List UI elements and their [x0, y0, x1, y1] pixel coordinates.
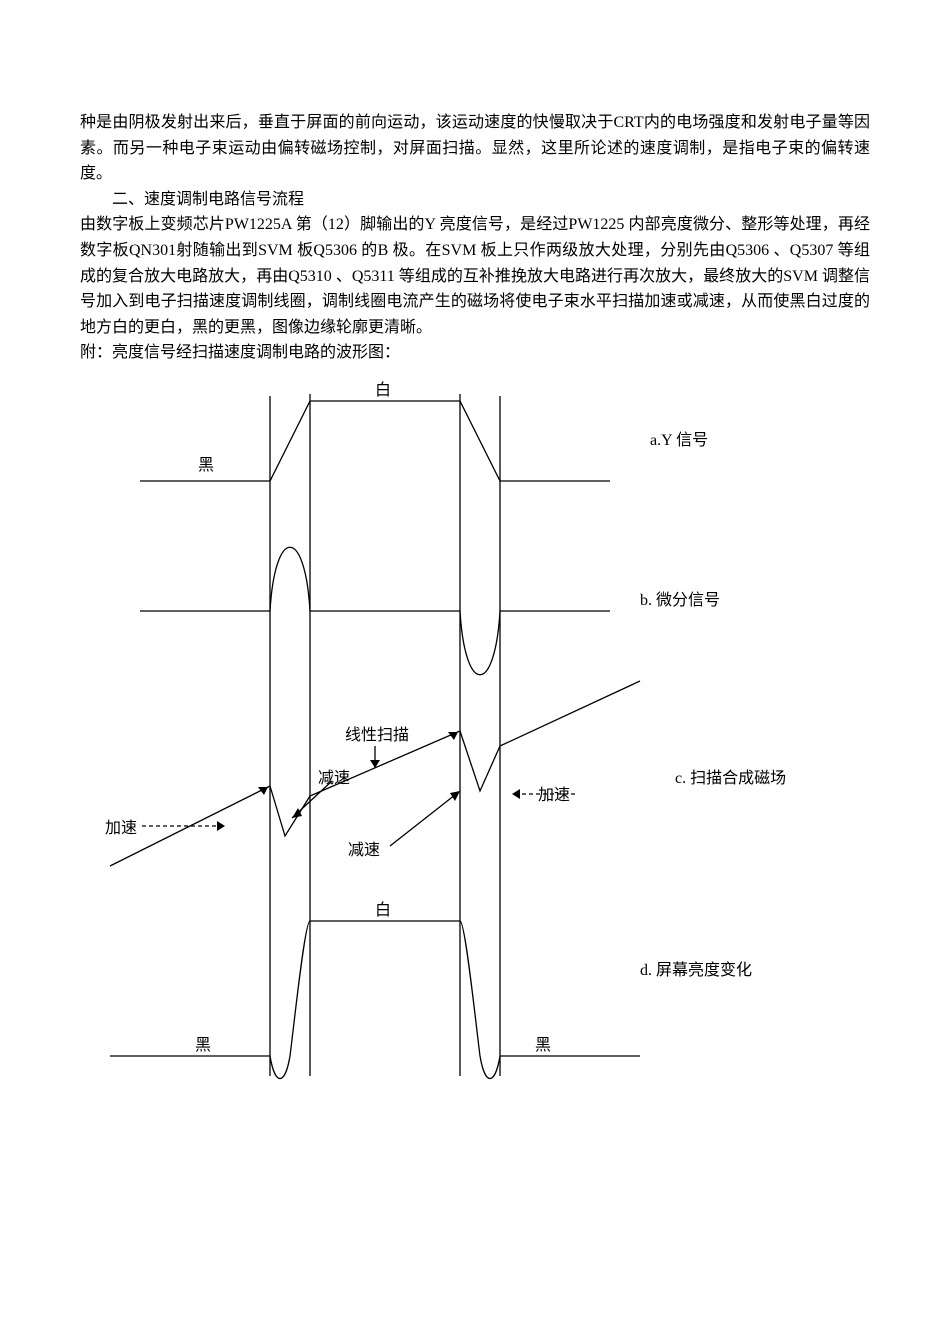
label-scan-field: c. 扫描合成磁场 — [675, 764, 786, 788]
waveform-diagram: 白 黑 a.Y 信号 b. 微分信号 线性扫描 减速 加速 减速 加速 c. 扫… — [80, 376, 780, 1096]
label-y-signal: a.Y 信号 — [650, 426, 708, 450]
paragraph-3: 由数字板上变频芯片PW1225A 第（12）脚输出的Y 亮度信号，是经过PW12… — [80, 212, 870, 340]
label-black-top: 黑 — [198, 451, 214, 475]
label-accel-right: 加速 — [538, 781, 570, 805]
waveform-svg — [80, 376, 780, 1096]
label-decel-2: 减速 — [348, 836, 380, 860]
label-white-top: 白 — [375, 376, 391, 400]
label-decel-1: 减速 — [318, 764, 350, 788]
label-diff-signal: b. 微分信号 — [640, 586, 720, 610]
label-black-l: 黑 — [195, 1031, 211, 1055]
label-accel-left: 加速 — [105, 814, 137, 838]
label-brightness: d. 屏幕亮度变化 — [640, 956, 752, 980]
label-white-bot: 白 — [375, 896, 391, 920]
label-black-r: 黑 — [535, 1031, 551, 1055]
paragraph-4: 附：亮度信号经扫描速度调制电路的波形图： — [80, 340, 870, 366]
label-linear-scan: 线性扫描 — [345, 721, 409, 745]
document-page: 种是由阴极发射出来后，垂直于屏面的前向运动，该运动速度的快慢取决于CRT内的电场… — [0, 0, 950, 1156]
heading-2: 二、速度调制电路信号流程 — [80, 187, 870, 213]
paragraph-1: 种是由阴极发射出来后，垂直于屏面的前向运动，该运动速度的快慢取决于CRT内的电场… — [80, 110, 870, 187]
